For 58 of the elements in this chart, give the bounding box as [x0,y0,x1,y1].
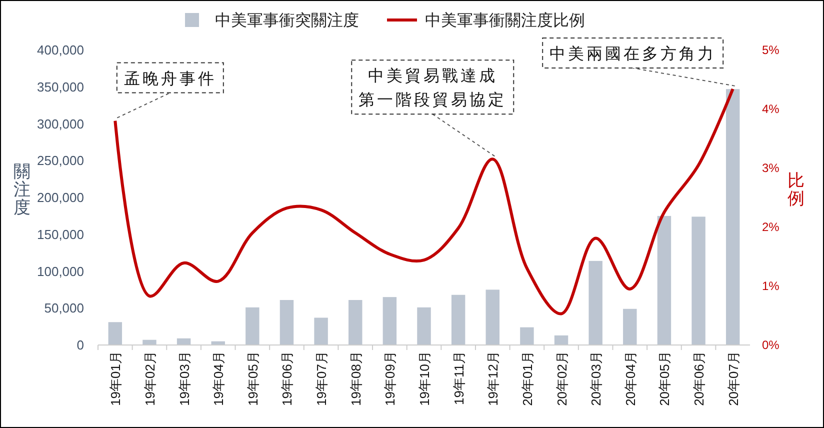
bar [692,216,706,345]
bar [554,335,568,345]
y-tick-label: 250,000 [37,153,84,168]
x-tick-label: 19年02月 [142,351,158,406]
legend-label: 中美軍事衝關注度比例 [425,10,585,30]
x-tick-label: 20年02月 [554,351,570,406]
bar [451,294,466,345]
x-tick-label: 20年01月 [520,351,535,406]
bar [657,216,672,345]
annotation: 中美兩國在多方角力 [550,44,716,63]
x-tick-label: 20年03月 [588,351,604,406]
x-tick-label: 19年11月 [451,351,466,405]
y2-tick-label: 2% [762,220,780,234]
y-tick-label: 0 [76,338,84,352]
bar [348,300,362,345]
y2-tick-label: 3% [762,161,780,175]
x-tick-label: 19年06月 [280,351,295,406]
y-tick-label: 400,000 [37,42,84,58]
x-tick-label: 19年07月 [314,351,330,406]
y-tick-label: 50,000 [44,300,84,316]
bar [108,322,122,345]
y-tick-label: 100,000 [37,264,84,279]
bar [726,89,740,345]
bar [314,318,328,345]
x-tick-label: 19年09月 [382,351,398,406]
y-axis-title: 關注度 [14,162,30,218]
bar [382,297,397,345]
y2-tick-label: 5% [762,43,780,57]
y-tick-label: 150,000 [37,226,84,242]
x-tick-label: 20年06月 [692,351,707,406]
x-tick-label: 20年07月 [726,351,741,406]
x-tick-label: 19年01月 [108,351,124,406]
y-tick-label: 300,000 [37,116,84,132]
y-tick-label: 200,000 [37,190,84,205]
bar [623,308,637,345]
y2-tick-label: 1% [762,279,780,293]
y2-tick-label: 4% [762,102,780,116]
legend-label: 中美軍事衝突關注度 [215,10,359,30]
bar [246,307,260,345]
annotation: 中美貿易戰達成第一階段貿易協定 [358,66,507,110]
x-tick-label: 19年03月 [176,351,192,406]
bar [486,290,500,345]
bar [588,260,602,345]
x-tick-label: 19年12月 [486,351,501,406]
x-tick-label: 20年04月 [622,351,638,406]
y2-axis-title: 比例 [788,171,804,209]
x-tick-label: 19年05月 [245,351,260,406]
y2-tick-label: 0% [762,338,780,352]
bar [280,300,294,345]
y-tick-label: 350,000 [37,79,84,94]
x-tick-label: 19年10月 [417,351,432,406]
x-tick-label: 19年08月 [348,351,364,406]
x-tick-label: 20年05月 [657,351,672,406]
annotation: 孟晚舟事件 [124,68,216,88]
bar [417,307,431,345]
bar [520,327,534,345]
line-series [114,87,734,316]
x-tick-label: 19年04月 [211,351,226,406]
